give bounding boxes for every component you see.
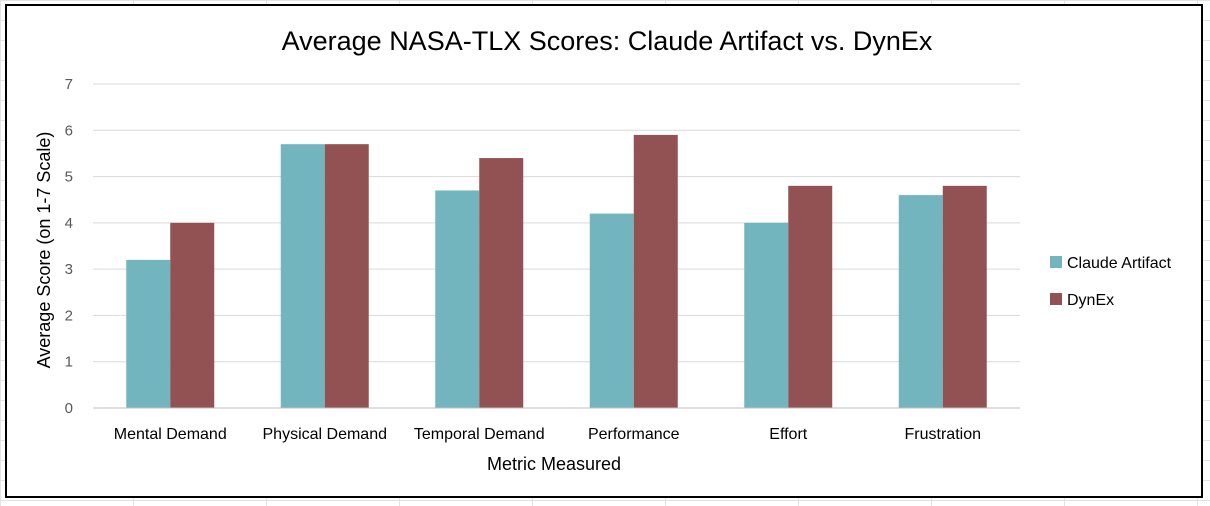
legend-swatch-claude-artifact [1050,256,1062,268]
axes: 0 1 2 3 4 5 6 7 Mental Demand Physical Demand Temp… [65,76,1020,443]
legend-item-claude-artifact[interactable]: Claude Artifact [1050,255,1172,272]
bar-dynex-effort[interactable] [788,185,833,408]
bar-claude-artifact-effort[interactable] [744,222,789,408]
x-tick-label: Effort [769,426,808,443]
bar-claude-artifact-performance[interactable] [589,213,634,408]
chart-svg: 0 1 2 3 4 5 6 7 Mental Demand Physical Demand Temp… [34,26,1172,474]
y-tick-label: 4 [65,215,73,232]
x-tick-label: Physical Demand [263,426,388,443]
y-tick-label: 2 [65,307,73,324]
gridlines [93,83,1020,363]
y-axis-label: Average Score (on 1-7 Scale) [34,132,54,369]
legend: Claude Artifact DynEx [1050,255,1172,309]
bar-dynex-performance[interactable] [633,134,678,408]
legend-item-dynex[interactable]: DynEx [1050,292,1114,309]
y-tick-label: 7 [65,76,73,93]
y-tick-label: 3 [65,261,73,278]
bars [126,134,987,408]
y-tick-label: 6 [65,122,73,139]
y-tick-label: 5 [65,169,73,186]
x-tick-label: Temporal Demand [414,426,545,443]
legend-swatch-dynex [1050,293,1062,305]
x-tick-label: Mental Demand [114,426,227,443]
bar-claude-artifact-mental-demand[interactable] [126,259,171,408]
bar-claude-artifact-temporal-demand[interactable] [435,190,480,408]
chart-title: Average NASA-TLX Scores: Claude Artifact… [282,26,933,56]
bar-dynex-physical-demand[interactable] [324,144,369,408]
bar-dynex-mental-demand[interactable] [170,222,215,408]
legend-label-claude-artifact: Claude Artifact [1067,255,1172,272]
bar-dynex-frustration[interactable] [942,185,987,408]
chart-container[interactable]: 0 1 2 3 4 5 6 7 Mental Demand Physical Demand Temp… [5,4,1203,498]
x-tick-label: Frustration [905,426,981,443]
legend-label-dynex: DynEx [1067,292,1114,309]
x-tick-label: Performance [588,426,680,443]
x-axis-label: Metric Measured [487,454,621,474]
bar-claude-artifact-physical-demand[interactable] [280,144,325,408]
y-tick-label: 1 [65,354,73,371]
y-tick-label: 0 [65,400,73,417]
bar-dynex-temporal-demand[interactable] [479,158,524,408]
bar-claude-artifact-frustration[interactable] [898,195,943,408]
